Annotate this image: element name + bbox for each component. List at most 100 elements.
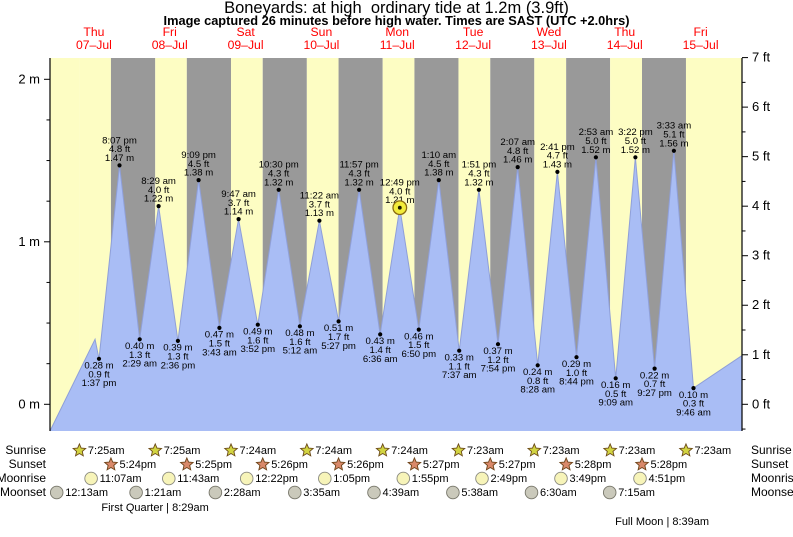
svg-text:First Quarter | 8:29am: First Quarter | 8:29am <box>101 502 208 514</box>
svg-text:1:21am: 1:21am <box>145 487 182 499</box>
svg-text:6:30am: 6:30am <box>540 487 577 499</box>
svg-text:8:44 pm: 8:44 pm <box>559 377 594 388</box>
svg-text:14–Jul: 14–Jul <box>607 38 643 52</box>
svg-text:Wed: Wed <box>536 25 561 39</box>
svg-text:Sat: Sat <box>236 25 255 39</box>
svg-text:Moonset: Moonset <box>0 485 47 499</box>
svg-text:4 ft: 4 ft <box>752 198 770 213</box>
svg-text:1.56 m: 1.56 m <box>659 138 688 149</box>
svg-text:13–Jul: 13–Jul <box>531 38 567 52</box>
svg-text:11:43am: 11:43am <box>177 473 219 485</box>
svg-text:1.13 m: 1.13 m <box>305 208 334 219</box>
svg-text:2:29 am: 2:29 am <box>122 359 157 370</box>
svg-text:5:25pm: 5:25pm <box>195 459 232 471</box>
svg-text:Sunrise: Sunrise <box>5 443 46 457</box>
svg-text:5:27pm: 5:27pm <box>423 459 460 471</box>
svg-text:7:24am: 7:24am <box>315 445 352 457</box>
svg-text:7 ft: 7 ft <box>752 50 770 65</box>
svg-text:7:15am: 7:15am <box>618 487 655 499</box>
svg-text:7:23am: 7:23am <box>619 445 656 457</box>
svg-text:1.43 m: 1.43 m <box>543 159 572 170</box>
svg-text:12:22pm: 12:22pm <box>255 473 298 485</box>
svg-text:9:46 am: 9:46 am <box>676 408 711 419</box>
svg-text:Mon: Mon <box>385 25 409 39</box>
svg-text:Moonset: Moonset <box>751 485 793 499</box>
svg-text:11:07am: 11:07am <box>100 473 142 485</box>
svg-text:5:26pm: 5:26pm <box>271 459 308 471</box>
svg-text:Fri: Fri <box>163 25 177 39</box>
svg-text:9:09 am: 9:09 am <box>598 398 633 409</box>
svg-text:1.47 m: 1.47 m <box>105 153 134 164</box>
svg-text:1.22 m: 1.22 m <box>144 194 173 205</box>
svg-text:4:39am: 4:39am <box>383 487 420 499</box>
svg-text:1.32 m: 1.32 m <box>464 177 493 188</box>
svg-text:8:28 am: 8:28 am <box>520 385 555 396</box>
svg-text:6:50 pm: 6:50 pm <box>401 349 436 360</box>
svg-text:Sun: Sun <box>311 25 333 39</box>
svg-text:7:23am: 7:23am <box>543 445 580 457</box>
svg-text:Sunset: Sunset <box>9 457 47 471</box>
svg-text:Fri: Fri <box>693 25 707 39</box>
svg-text:5 ft: 5 ft <box>752 149 770 164</box>
svg-text:7:24am: 7:24am <box>391 445 428 457</box>
svg-text:5:12 am: 5:12 am <box>283 346 318 357</box>
svg-text:1.52 m: 1.52 m <box>621 145 650 156</box>
svg-text:7:25am: 7:25am <box>164 445 201 457</box>
svg-text:1.38 m: 1.38 m <box>184 168 213 179</box>
svg-text:5:27 pm: 5:27 pm <box>321 341 356 352</box>
svg-text:1:05pm: 1:05pm <box>333 473 370 485</box>
svg-text:Sunrise: Sunrise <box>751 443 792 457</box>
svg-text:11–Jul: 11–Jul <box>380 38 415 52</box>
svg-text:3 ft: 3 ft <box>752 248 770 263</box>
svg-text:7:23am: 7:23am <box>467 445 504 457</box>
svg-text:09–Jul: 09–Jul <box>228 38 264 52</box>
svg-text:1.46 m: 1.46 m <box>503 155 532 166</box>
svg-text:5:28pm: 5:28pm <box>575 459 612 471</box>
svg-text:3:35am: 3:35am <box>303 487 340 499</box>
svg-text:7:23am: 7:23am <box>695 445 732 457</box>
svg-text:1.32 m: 1.32 m <box>344 177 373 188</box>
svg-text:2 m: 2 m <box>18 71 40 86</box>
svg-text:0 ft: 0 ft <box>752 396 770 411</box>
svg-text:7:25am: 7:25am <box>88 445 125 457</box>
svg-text:5:26pm: 5:26pm <box>347 459 384 471</box>
svg-text:5:24pm: 5:24pm <box>120 459 157 471</box>
svg-text:1.52 m: 1.52 m <box>581 145 610 156</box>
svg-text:6:36 am: 6:36 am <box>363 354 398 365</box>
svg-text:Thu: Thu <box>83 25 104 39</box>
svg-text:5:27pm: 5:27pm <box>499 459 536 471</box>
svg-text:1 ft: 1 ft <box>752 347 770 362</box>
svg-text:4:51pm: 4:51pm <box>649 473 686 485</box>
svg-text:08–Jul: 08–Jul <box>152 38 188 52</box>
svg-text:Thu: Thu <box>614 25 635 39</box>
svg-text:1.38 m: 1.38 m <box>424 168 453 179</box>
svg-text:12:13am: 12:13am <box>65 487 108 499</box>
svg-text:9:27 pm: 9:27 pm <box>637 388 672 399</box>
svg-text:3:52 pm: 3:52 pm <box>240 344 275 355</box>
svg-text:10–Jul: 10–Jul <box>303 38 339 52</box>
svg-text:07–Jul: 07–Jul <box>76 38 112 52</box>
svg-text:1 m: 1 m <box>18 234 40 249</box>
svg-text:5:28pm: 5:28pm <box>651 459 688 471</box>
svg-text:7:54 pm: 7:54 pm <box>481 364 516 375</box>
svg-text:Moonrise: Moonrise <box>751 471 793 485</box>
svg-text:1.14 m: 1.14 m <box>224 207 253 218</box>
svg-text:Moonrise: Moonrise <box>0 471 46 485</box>
svg-text:Sunset: Sunset <box>751 457 789 471</box>
svg-text:5:38am: 5:38am <box>461 487 498 499</box>
svg-text:2:36 pm: 2:36 pm <box>161 360 196 371</box>
svg-text:2:28am: 2:28am <box>224 487 261 499</box>
svg-text:Tue: Tue <box>463 25 484 39</box>
svg-text:3:49pm: 3:49pm <box>570 473 607 485</box>
svg-text:12–Jul: 12–Jul <box>455 38 491 52</box>
svg-text:6 ft: 6 ft <box>752 99 770 114</box>
svg-text:7:37 am: 7:37 am <box>442 370 477 381</box>
svg-text:1.32 m: 1.32 m <box>264 177 293 188</box>
svg-text:15–Jul: 15–Jul <box>683 38 719 52</box>
svg-text:2:49pm: 2:49pm <box>491 473 528 485</box>
svg-text:1:55pm: 1:55pm <box>412 473 449 485</box>
svg-text:7:24am: 7:24am <box>240 445 277 457</box>
svg-text:1:37 pm: 1:37 pm <box>82 378 117 389</box>
svg-text:3:43 am: 3:43 am <box>202 347 237 358</box>
svg-text:Full Moon | 8:39am: Full Moon | 8:39am <box>615 516 709 528</box>
